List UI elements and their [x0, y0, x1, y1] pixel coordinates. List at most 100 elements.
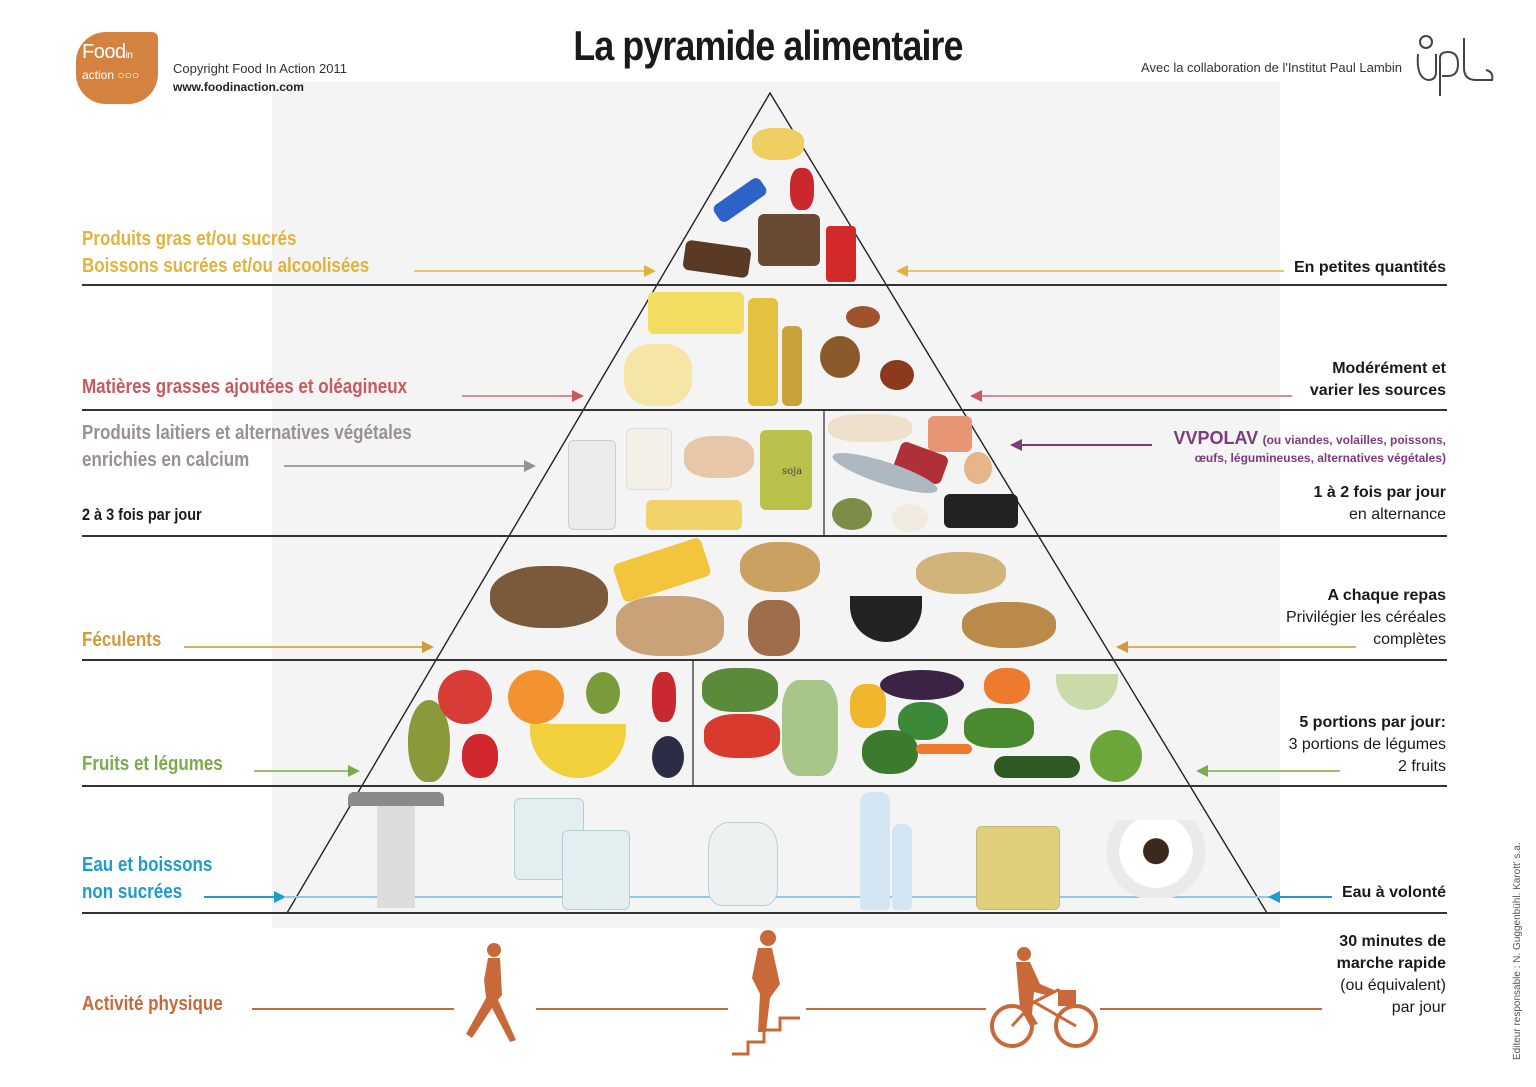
copyright-block: Copyright Food In Action 2011 www.foodin… — [173, 60, 347, 96]
food-green-beans-icon — [964, 708, 1034, 748]
food-cake-icon — [758, 214, 820, 266]
separator-fruitveg — [82, 785, 1447, 787]
food-gummy-bear-icon — [790, 168, 814, 210]
food-tofu-icon — [944, 494, 1018, 528]
food-tomato-icon — [704, 714, 780, 758]
food-pepper-icon — [850, 684, 886, 728]
food-walnut-icon — [820, 336, 860, 378]
food-tea-icon — [976, 826, 1060, 910]
food-yogurt-icon — [626, 428, 672, 490]
arrow-fruitveg-right — [1196, 765, 1340, 777]
freq-fruitveg: 5 portions par jour: 3 portions de légum… — [1288, 714, 1446, 775]
food-water-bottle-icon — [860, 792, 890, 910]
food-brown-bread-icon — [490, 566, 608, 628]
food-carrot-icon — [916, 744, 972, 754]
separator-starch — [82, 659, 1447, 661]
arrow-sweets-right — [896, 265, 1284, 277]
food-eggplant-icon — [880, 670, 964, 700]
food-egg-icon — [964, 452, 992, 484]
food-grains-icon — [916, 552, 1006, 594]
freq-dairy: 2 à 3 fois par jour — [82, 505, 202, 524]
label-activity: Activité physique — [82, 993, 223, 1015]
stairs-climbing-person-icon — [732, 930, 800, 1056]
freq-fats: Modérément et varier les sources — [1309, 360, 1446, 399]
food-redcurrant-icon — [652, 672, 676, 722]
food-apple-icon — [438, 670, 492, 724]
arrow-dairy — [284, 460, 536, 472]
soy-carton-label: soja — [782, 466, 803, 477]
freq-starch: A chaque repas Privilégier les céréales … — [1285, 587, 1446, 648]
food-water-jug-icon — [708, 822, 778, 906]
food-soy-milk-icon: soja — [760, 430, 812, 510]
food-hazelnut-icon — [880, 360, 914, 390]
arrow-starch-right — [1116, 641, 1356, 653]
label-sweets: Produits gras et/ou sucrés Boissons sucr… — [82, 228, 370, 277]
label-fats: Matières grasses ajoutées et oléagineux — [82, 376, 408, 398]
activity-line-1 — [252, 1008, 454, 1010]
food-plum-icon — [652, 736, 684, 778]
editor-credit: Editeur responsable : N. Guggenbühl. Kar… — [1512, 842, 1523, 1060]
water-guide-line — [284, 896, 1274, 898]
walking-person-icon — [466, 943, 516, 1042]
food-strawberries-icon — [462, 734, 498, 778]
food-muesli-icon — [962, 602, 1056, 648]
separator-water — [82, 912, 1447, 914]
activity-line-3 — [806, 1008, 986, 1010]
food-cheese-wheel-icon — [684, 436, 754, 478]
activity-line-2 — [536, 1008, 728, 1010]
food-broccoli-icon — [862, 730, 918, 774]
food-emmental-icon — [646, 500, 742, 530]
label-water: Eau et boissons non sucrées — [82, 854, 213, 903]
food-grated-carrot-icon — [984, 668, 1030, 704]
food-butter-curls-icon — [624, 344, 692, 406]
page-title: La pyramide alimentaire — [573, 22, 963, 69]
arrow-fats-right — [970, 390, 1292, 402]
ipl-logo-icon — [1416, 35, 1494, 96]
label-dairy: Produits laitiers et alternatives végéta… — [82, 422, 412, 471]
food-water-glass-2-icon — [562, 830, 630, 910]
arrow-water-left — [204, 891, 286, 903]
food-chicken-icon — [828, 414, 912, 442]
food-milk-glass-icon — [568, 440, 616, 530]
food-in-action-logo: Foodin action ○○○ — [76, 32, 158, 104]
separator-sweets — [82, 284, 1447, 286]
label-fruitveg: Fruits et légumes — [82, 753, 223, 775]
arrow-fats-left — [462, 390, 584, 402]
food-rice-cakes-icon — [748, 600, 800, 656]
food-cucumber-icon — [702, 668, 778, 712]
activity-line-4 — [1100, 1008, 1322, 1010]
arrow-sweets-left — [414, 265, 656, 277]
copyright-text: Copyright Food In Action 2011 — [173, 61, 347, 76]
food-almonds-icon — [846, 306, 880, 328]
freq-water: Eau à volonté — [1341, 884, 1446, 901]
freq-sweets: En petites quantités — [1293, 259, 1446, 276]
freq-protein: 1 à 2 fois par jour en alternance — [1313, 484, 1446, 523]
food-zucchini-icon — [994, 756, 1080, 778]
food-bread-icon — [616, 596, 724, 656]
food-chips-icon — [752, 128, 804, 160]
separator-dairy-protein — [82, 535, 1447, 537]
food-kiwi-icon — [586, 672, 620, 714]
food-coffee-icon — [1104, 820, 1208, 898]
logo-word-action: action — [82, 68, 115, 82]
food-butter-icon — [648, 292, 744, 334]
collaboration-text: Avec la collaboration de l'Institut Paul… — [1141, 60, 1402, 75]
cycling-person-icon — [990, 947, 1098, 1048]
arrow-fruitveg-left — [254, 765, 360, 777]
arrow-protein — [1010, 439, 1152, 451]
freq-activity: 30 minutes de marche rapide (ou équivale… — [1336, 933, 1446, 1016]
food-beans-icon — [892, 504, 928, 532]
food-olive-oil-icon — [782, 326, 802, 406]
food-tap-water-icon — [348, 792, 444, 908]
arrow-starch-left — [184, 641, 434, 653]
food-orange-icon — [508, 670, 564, 724]
food-potatoes-icon — [740, 542, 820, 592]
label-starch: Féculents — [82, 629, 162, 651]
food-salmon-icon — [928, 416, 972, 452]
label-protein: VVPOLAV (ou viandes, volailles, poissons… — [1173, 428, 1446, 465]
website-link[interactable]: www.foodinaction.com — [173, 80, 304, 94]
food-lentils-icon — [832, 498, 872, 530]
separator-fats — [82, 409, 1447, 411]
logo-word-food: Food — [82, 41, 126, 63]
food-oil-bottle-icon — [748, 298, 778, 406]
